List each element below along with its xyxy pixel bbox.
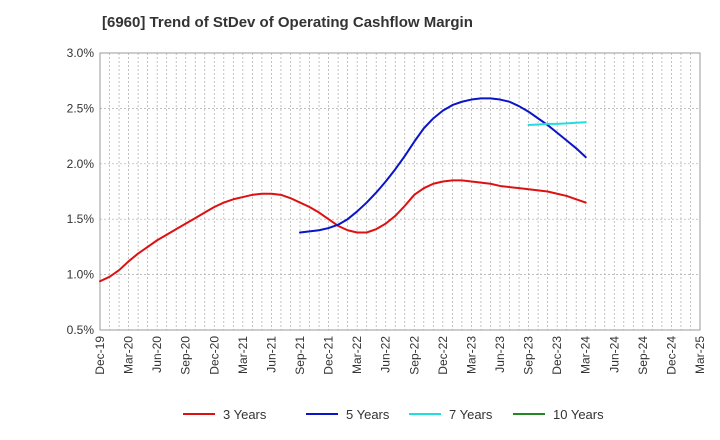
x-tick-label: Jun-21 <box>264 336 278 373</box>
x-tick-label: Mar-20 <box>122 336 136 374</box>
y-tick-label: 1.5% <box>67 212 95 226</box>
x-tick-label: Mar-25 <box>693 336 707 374</box>
y-tick-label: 2.0% <box>67 157 95 171</box>
x-tick-label: Dec-23 <box>550 336 564 375</box>
series-line-7-years <box>527 121 587 127</box>
x-tick-label: Dec-20 <box>207 336 221 375</box>
x-tick-label: Mar-21 <box>236 336 250 374</box>
y-tick-label: 0.5% <box>67 323 95 337</box>
x-tick-label: Mar-24 <box>579 336 593 374</box>
x-tick-label: Jun-22 <box>379 336 393 373</box>
legend: 3 Years 5 Years 7 Years 10 Years <box>183 407 604 422</box>
x-tick-label: Sep-22 <box>407 336 421 375</box>
x-tick-label: Dec-24 <box>664 336 678 375</box>
legend-label-7-years: 7 Years <box>449 407 493 422</box>
series-line-3-years <box>99 179 587 283</box>
x-tick-label: Sep-24 <box>636 336 650 375</box>
x-tick-label: Jun-23 <box>493 336 507 373</box>
x-tick-label: Sep-20 <box>179 336 193 375</box>
chart-title: [6960] Trend of StDev of Operating Cashf… <box>102 14 473 31</box>
x-tick-label: Dec-21 <box>322 336 336 375</box>
series-lines <box>99 97 587 283</box>
legend-label-5-years: 5 Years <box>346 407 390 422</box>
plot-area-border <box>99 52 701 331</box>
y-tick-label: 2.5% <box>67 101 95 115</box>
x-tick-label: Dec-19 <box>93 336 107 375</box>
x-axis-tick-labels: Dec-19 Mar-20 Jun-20 Sep-20 Dec-20 Mar-21 Jun-… <box>93 336 707 375</box>
y-tick-label: 3.0% <box>67 46 95 60</box>
x-tick-label: Jun-24 <box>607 336 621 373</box>
x-tick-label: Mar-23 <box>464 336 478 374</box>
x-tick-label: Sep-21 <box>293 336 307 375</box>
y-tick-label: 1.0% <box>67 268 95 282</box>
legend-label-3-years: 3 Years <box>223 407 267 422</box>
x-tick-label: Dec-22 <box>436 336 450 375</box>
x-tick-label: Mar-22 <box>350 336 364 374</box>
x-tick-label: Jun-20 <box>150 336 164 373</box>
x-tick-label: Sep-23 <box>522 336 536 375</box>
series-line-5-years <box>299 97 587 234</box>
y-axis-tick-labels: 0.5% 1.0% 1.5% 2.0% 2.5% 3.0% <box>67 46 95 337</box>
plot-area-background <box>100 53 700 330</box>
legend-label-10-years: 10 Years <box>553 407 604 422</box>
